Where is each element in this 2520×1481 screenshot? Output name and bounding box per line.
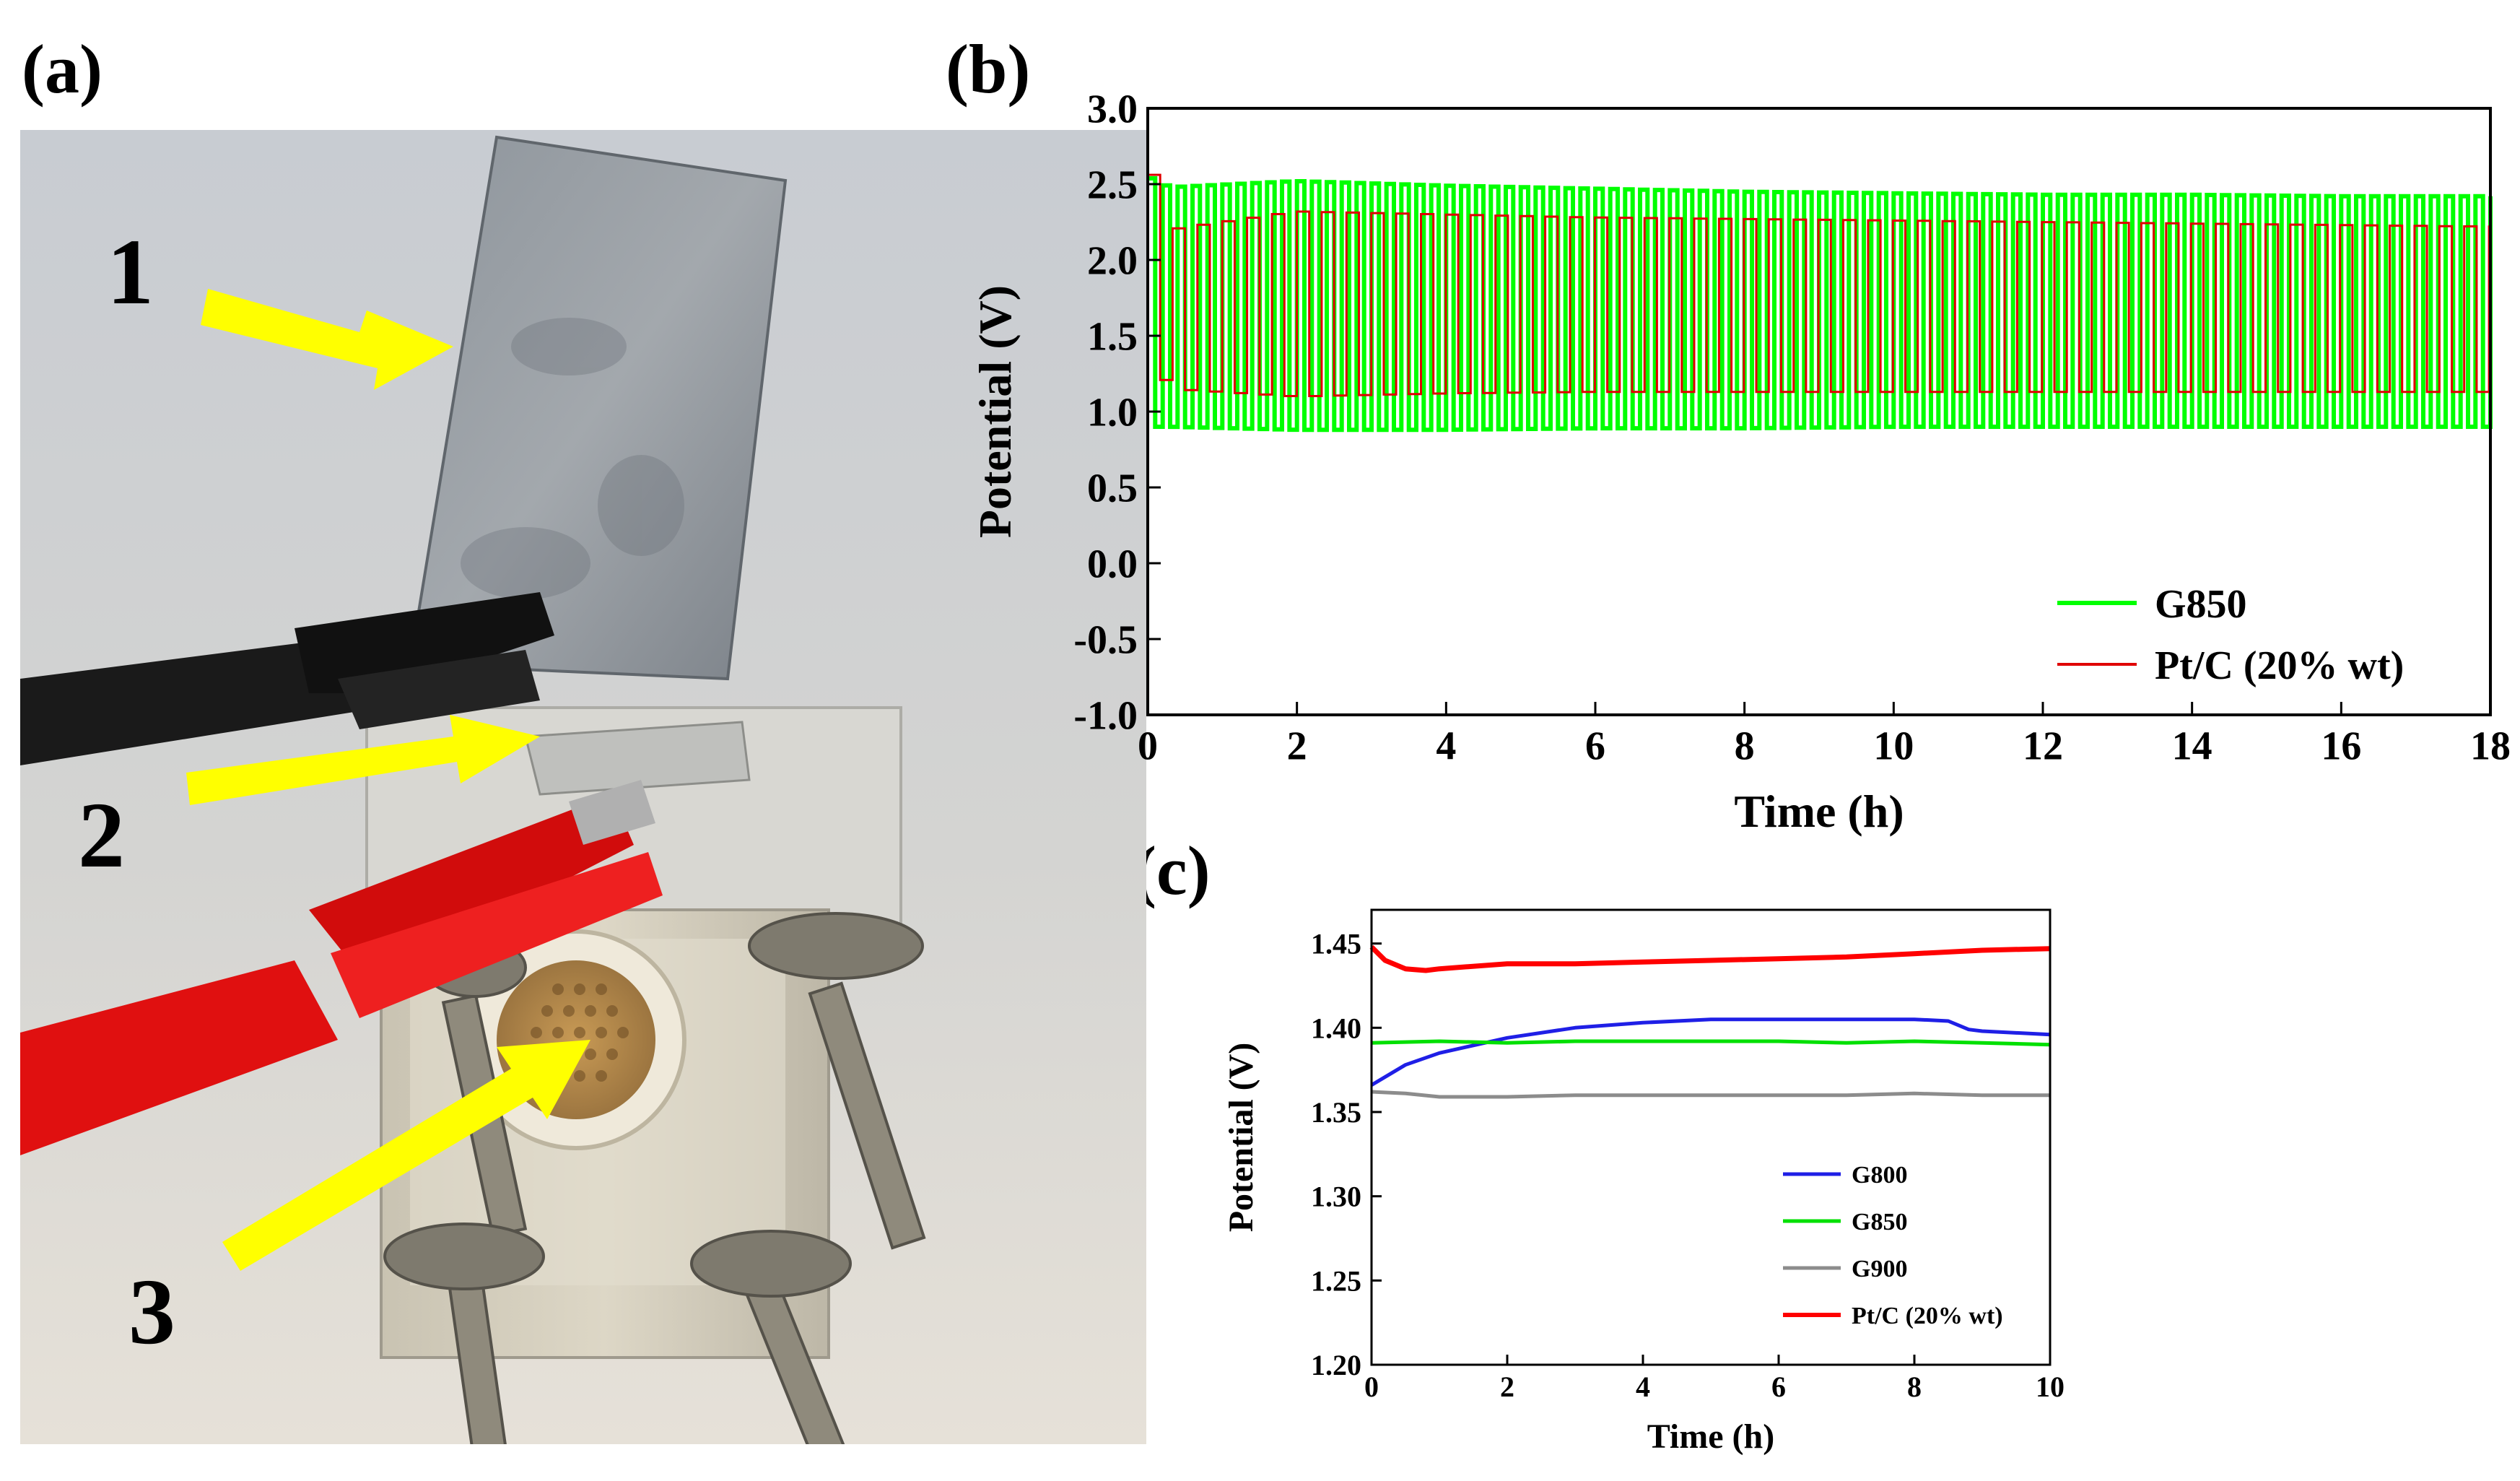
chart-b-xtick-label: 4 xyxy=(1436,724,1456,769)
chart-c-ytick-label: 1.35 xyxy=(1311,1096,1361,1129)
chart-b-series-g850 xyxy=(1148,176,2493,433)
chart-b-xlabel: Time (h) xyxy=(1734,786,1904,837)
chart-c-xtick-label: 4 xyxy=(1636,1371,1650,1403)
chart-b-ytick-label: -0.5 xyxy=(1073,618,1138,663)
chart-b-xtick-label: 0 xyxy=(1138,724,1158,769)
chart-c-series-g800 xyxy=(1370,1017,2051,1087)
chart-b-ytick-label: 2.5 xyxy=(1087,163,1138,208)
arrow-3 xyxy=(222,1040,590,1271)
chart-b: 0 2 4 6 8 10 12 14 16 18 -1.0 -0.5 0.0 0.5 1.0 1.5 2.0 2.… xyxy=(969,87,2511,837)
chart-b-ytick-label: 3.0 xyxy=(1087,87,1138,132)
panel-label-b: (b) xyxy=(946,30,1031,108)
chart-b-ytick-label: 1.0 xyxy=(1087,391,1138,435)
zinc-anode xyxy=(408,135,788,681)
legend-b-g850-label: G850 xyxy=(2155,582,2247,627)
legend-b-ptc-label: Pt/C (20% wt) xyxy=(2155,643,2404,688)
chart-c-ytick-label: 1.25 xyxy=(1311,1264,1361,1297)
chart-c-xtick-label: 8 xyxy=(1907,1371,1922,1403)
chart-c-xtick-label: 0 xyxy=(1364,1371,1379,1403)
chart-c-xtick-label: 10 xyxy=(2036,1371,2065,1403)
chart-c-frame xyxy=(1370,908,2052,1366)
photo-label-1: 1 xyxy=(107,220,154,324)
chart-c-series-g850 xyxy=(1371,1039,2051,1047)
chart-c-xtick-label: 2 xyxy=(1500,1371,1514,1403)
legend-c-g850-label: G850 xyxy=(1852,1209,1907,1235)
bolts xyxy=(383,912,926,1444)
current-collector xyxy=(524,721,751,796)
chart-b-xtick-label: 12 xyxy=(2023,724,2063,769)
chart-b-ytick-label: -1.0 xyxy=(1073,694,1138,739)
chart-b-xtick-label: 18 xyxy=(2470,724,2511,769)
chart-c: 0 2 4 6 8 10 1.20 1.25 1.30 1.35 1.40 1.45 Time (h)… xyxy=(1222,908,2065,1456)
chart-b-xtick-label: 8 xyxy=(1735,724,1755,769)
chart-b-ytick-label: 0.5 xyxy=(1087,466,1138,511)
chart-c-ytick-label: 1.45 xyxy=(1311,928,1361,960)
arrow-1 xyxy=(201,289,453,390)
chart-c-ytick-label: 1.20 xyxy=(1311,1349,1361,1381)
legend-c-ptc-label: Pt/C (20% wt) xyxy=(1852,1303,2003,1329)
cell-photo: 1 2 3 xyxy=(20,130,1146,1444)
chart-b-series-ptc xyxy=(1148,173,2492,397)
chart-c-series-g900 xyxy=(1371,1090,2050,1099)
arrows xyxy=(186,289,590,1271)
photo-label-2: 2 xyxy=(78,783,125,887)
chart-c-xtick-label: 6 xyxy=(1771,1371,1786,1403)
chart-c-legend: G800 G850 G900 Pt/C (20% wt) xyxy=(1783,1162,2003,1329)
chart-c-ytick-label: 1.40 xyxy=(1311,1012,1361,1044)
red-clip xyxy=(20,780,663,1155)
chart-b-ytick-label: 1.5 xyxy=(1087,315,1138,360)
arrow-2 xyxy=(186,715,540,805)
chart-b-xtick-label: 16 xyxy=(2321,724,2361,769)
chart-b-ylabel: Potential (V) xyxy=(969,285,1021,538)
chart-b-xtick-label: 14 xyxy=(2172,724,2212,769)
chart-c-ytick-label: 1.30 xyxy=(1311,1181,1361,1213)
legend-c-g800-label: G800 xyxy=(1852,1162,1907,1189)
chart-c-plot-area xyxy=(1372,910,2050,1365)
chart-b-xtick-label: 6 xyxy=(1585,724,1605,769)
chart-c-xlabel: Time (h) xyxy=(1647,1417,1774,1456)
photo-label-3: 3 xyxy=(128,1260,175,1364)
legend-c-g900-label: G900 xyxy=(1852,1256,1907,1282)
chart-b-xtick-label: 10 xyxy=(1873,724,1914,769)
chart-c-series-ptc xyxy=(1369,944,2051,973)
chart-b-legend: G850 Pt/C (20% wt) xyxy=(2057,582,2404,688)
chart-b-xtick-label: 2 xyxy=(1287,724,1307,769)
chart-c-ylabel: Potential (V) xyxy=(1222,1043,1260,1233)
chart-b-ytick-label: 2.0 xyxy=(1087,239,1138,284)
chart-b-ytick-label: 0.0 xyxy=(1087,542,1138,587)
panel-label-a: (a) xyxy=(22,30,103,108)
black-clip xyxy=(20,592,554,765)
